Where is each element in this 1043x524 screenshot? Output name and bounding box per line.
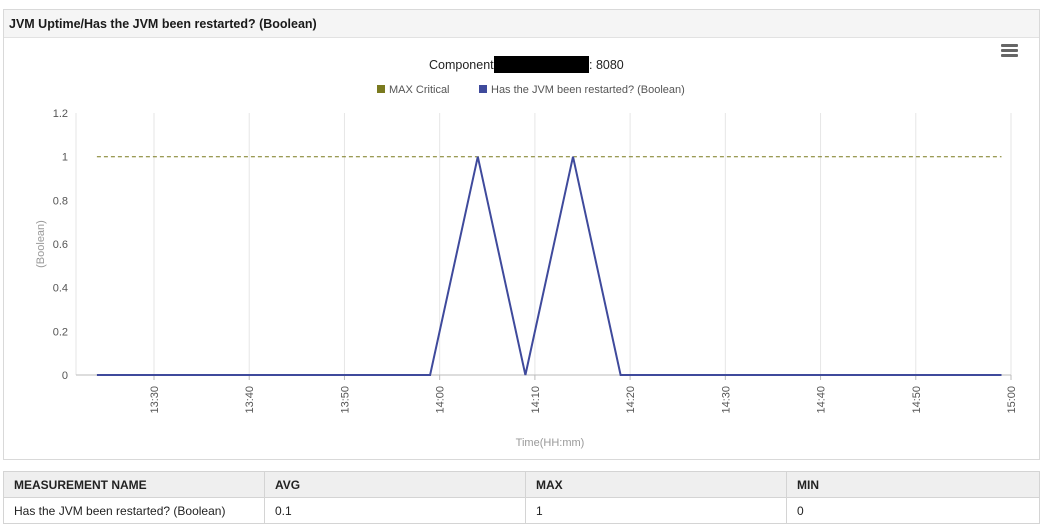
- y-tick-label: 0.2: [53, 326, 68, 338]
- x-tick-label: 14:10: [530, 386, 542, 414]
- header-measurement-name: MEASUREMENT NAME: [3, 471, 265, 498]
- header-min: MIN: [786, 471, 1040, 498]
- panel-title: JVM Uptime/Has the JVM been restarted? (…: [4, 10, 1039, 38]
- x-tick-label: 14:30: [720, 386, 732, 414]
- cell-max: 1: [525, 497, 787, 524]
- x-tick-label: 13:30: [149, 386, 161, 414]
- x-tick-label: 14:40: [816, 386, 828, 414]
- x-tick-label: 14:50: [911, 386, 923, 414]
- table-header-row: MEASUREMENT NAME AVG MAX MIN: [3, 471, 1040, 498]
- series-line: [96, 156, 1002, 376]
- chart-title-suffix: : 8080: [589, 58, 624, 72]
- header-avg: AVG: [264, 471, 526, 498]
- x-tick-label: 14:20: [625, 386, 637, 414]
- y-axis-label: (Boolean): [35, 220, 47, 268]
- y-tick-label: 0.4: [53, 283, 68, 295]
- y-tick-label: 1.2: [53, 108, 68, 120]
- table-row: Has the JVM been restarted? (Boolean) 0.…: [3, 497, 1040, 524]
- chart-title: Component:: [429, 58, 497, 72]
- x-tick-label: 14:00: [435, 386, 447, 414]
- chart-panel: JVM Uptime/Has the JVM been restarted? (…: [3, 9, 1040, 460]
- y-tick-label: 0.8: [53, 195, 68, 207]
- cell-min: 0: [786, 497, 1040, 524]
- line-chart: Component: : 8080 MAX Critical Has the JVM …: [35, 56, 1018, 449]
- measurement-table: MEASUREMENT NAME AVG MAX MIN Has the JVM…: [3, 471, 1040, 524]
- cell-avg: 0.1: [264, 497, 526, 524]
- hamburger-menu-icon[interactable]: [1001, 44, 1018, 58]
- y-tick-label: 1: [62, 152, 68, 164]
- redacted-block: [494, 56, 589, 73]
- x-tick-label: 13:40: [244, 386, 256, 414]
- header-max: MAX: [525, 471, 787, 498]
- legend-label: Has the JVM been restarted? (Boolean): [491, 84, 685, 96]
- legend-swatch: [479, 85, 487, 93]
- x-axis-label: Time(HH:mm): [516, 437, 585, 449]
- legend-label: MAX Critical: [389, 84, 450, 96]
- legend-swatch: [377, 85, 385, 93]
- chart-area: Component: : 8080 MAX Critical Has the JVM …: [4, 38, 1039, 459]
- x-tick-label: 15:00: [1006, 386, 1018, 414]
- y-tick-label: 0: [62, 370, 68, 382]
- cell-measurement-name: Has the JVM been restarted? (Boolean): [3, 497, 265, 524]
- x-tick-label: 13:50: [339, 386, 351, 414]
- y-tick-label: 0.6: [53, 239, 68, 251]
